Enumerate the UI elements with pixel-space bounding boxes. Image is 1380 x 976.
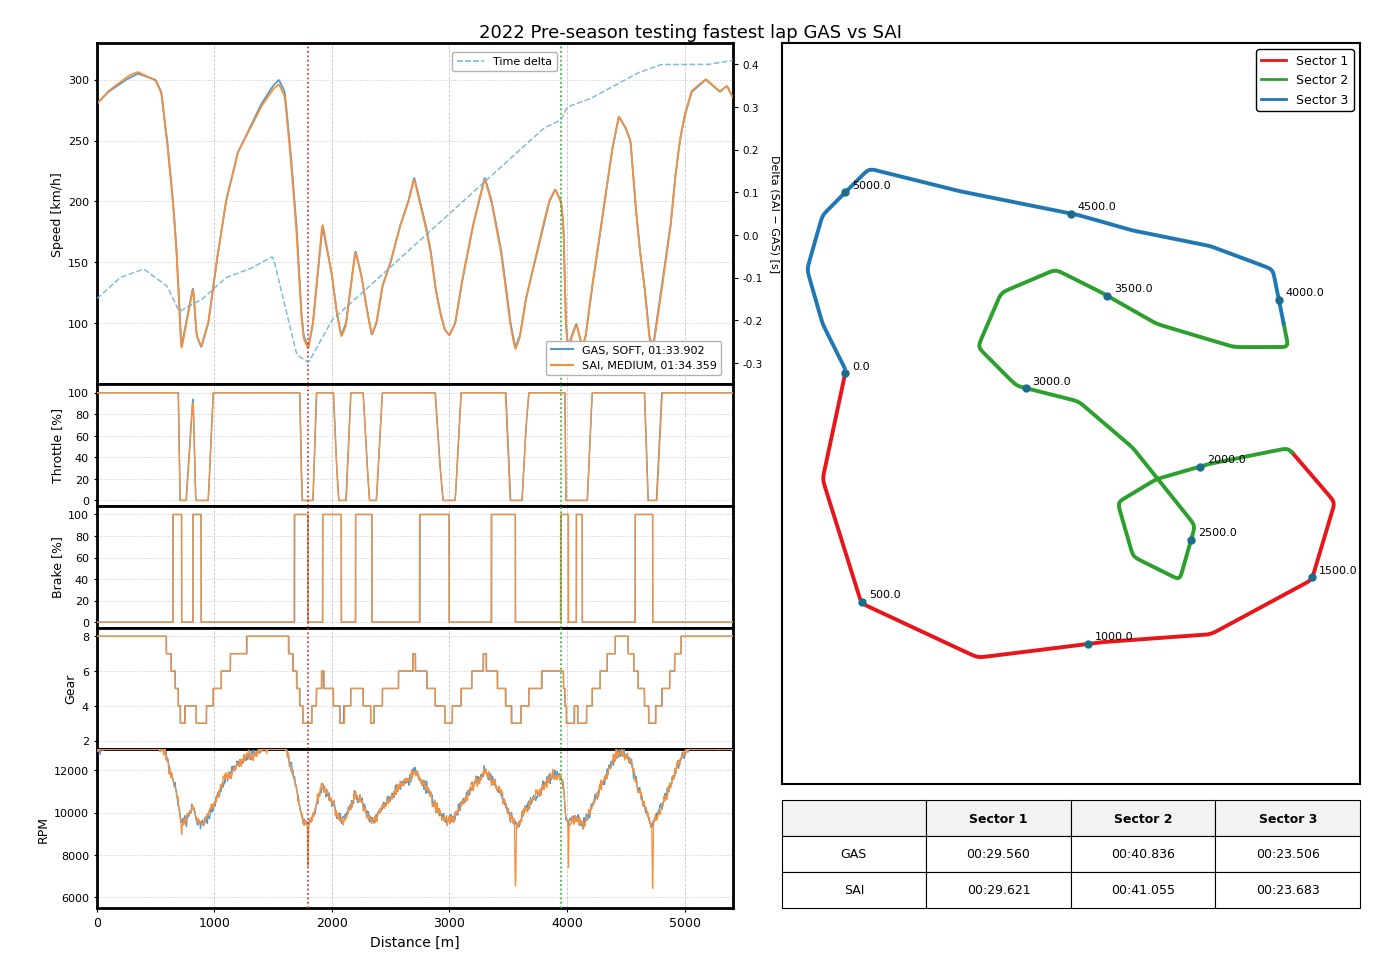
Legend: GAS, SOFT, 01:33.902, SAI, MEDIUM, 01:34.359: GAS, SOFT, 01:33.902, SAI, MEDIUM, 01:34… <box>546 342 720 376</box>
Text: 3500.0: 3500.0 <box>1114 284 1152 294</box>
X-axis label: Distance [m]: Distance [m] <box>370 935 460 950</box>
Text: 0.0: 0.0 <box>851 361 869 372</box>
Text: 1500.0: 1500.0 <box>1318 565 1357 575</box>
Y-axis label: Delta (SAI − GAS) [s]: Delta (SAI − GAS) [s] <box>770 155 780 273</box>
Y-axis label: Throttle [%]: Throttle [%] <box>51 408 63 483</box>
Text: 500.0: 500.0 <box>868 590 900 600</box>
Y-axis label: RPM: RPM <box>37 815 50 842</box>
Text: 2022 Pre-season testing fastest lap GAS vs SAI: 2022 Pre-season testing fastest lap GAS … <box>479 24 901 42</box>
Text: 2500.0: 2500.0 <box>1198 528 1236 538</box>
Text: 1000.0: 1000.0 <box>1094 632 1133 642</box>
Y-axis label: Brake [%]: Brake [%] <box>51 536 63 598</box>
Text: 4000.0: 4000.0 <box>1285 288 1323 298</box>
Y-axis label: Gear: Gear <box>65 673 77 704</box>
Text: 4500.0: 4500.0 <box>1078 202 1116 212</box>
Text: 2000.0: 2000.0 <box>1206 455 1245 465</box>
Text: 5000.0: 5000.0 <box>851 181 890 190</box>
Text: 3000.0: 3000.0 <box>1032 377 1071 386</box>
Legend: Sector 1, Sector 2, Sector 3: Sector 1, Sector 2, Sector 3 <box>1256 50 1352 111</box>
Y-axis label: Speed [km/h]: Speed [km/h] <box>51 172 63 257</box>
